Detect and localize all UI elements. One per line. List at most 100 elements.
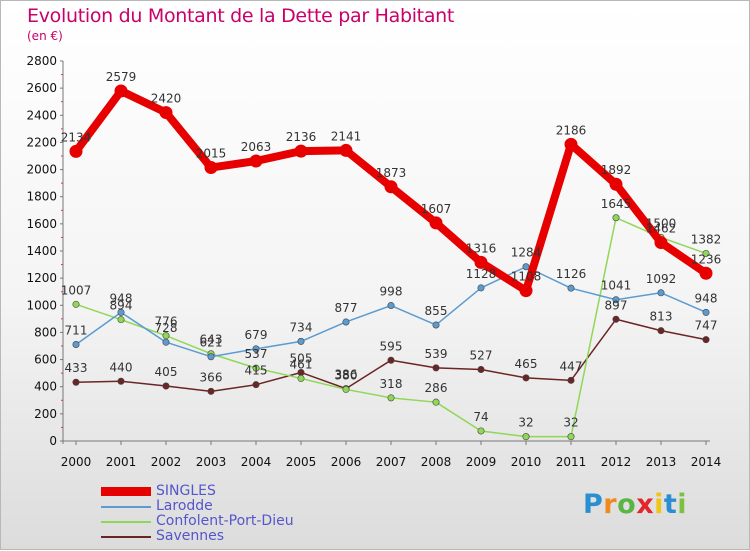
data-point-larodde (252, 345, 260, 353)
data-label-savennes: 386 (335, 368, 358, 382)
y-tick-label: 2600 (26, 81, 57, 95)
data-label-confolent-port-dieu: 74 (473, 410, 488, 424)
data-point-confolent-port-dieu (612, 214, 620, 222)
data-point-savennes (657, 327, 665, 335)
data-label-larodde: 1126 (556, 267, 587, 281)
data-label-savennes: 897 (605, 298, 628, 312)
data-point-larodde (162, 338, 170, 346)
data-label-confolent-port-dieu: 1645 (601, 197, 632, 211)
legend-label: SINGLES (156, 483, 216, 499)
data-label-larodde: 948 (110, 291, 133, 305)
data-point-singles (249, 154, 263, 168)
data-label-confolent-port-dieu: 318 (380, 377, 403, 391)
data-label-savennes: 747 (695, 319, 718, 333)
data-point-savennes (522, 374, 530, 382)
data-label-confolent-port-dieu: 1500 (646, 216, 677, 230)
data-label-savennes: 415 (245, 364, 268, 378)
data-label-larodde: 877 (335, 301, 358, 315)
y-tick-label: 800 (34, 325, 57, 339)
data-point-savennes (432, 364, 440, 372)
data-point-larodde (297, 337, 305, 345)
data-point-larodde (207, 353, 215, 361)
chart-subtitle: (en €) (27, 29, 63, 43)
data-point-confolent-port-dieu (567, 433, 575, 441)
data-label-confolent-port-dieu: 894 (110, 299, 133, 313)
data-label-confolent-port-dieu: 380 (335, 368, 358, 382)
data-point-larodde (117, 308, 125, 316)
data-point-savennes (612, 315, 620, 323)
legend-label: Confolent-Port-Dieu (156, 513, 294, 529)
data-label-larodde: 1128 (466, 267, 497, 281)
data-label-larodde: 621 (200, 336, 223, 350)
y-tick-label: 0 (49, 434, 57, 448)
data-point-larodde (567, 284, 575, 292)
data-label-larodde: 679 (245, 328, 268, 342)
y-tick-label: 1000 (26, 298, 57, 312)
data-point-singles (159, 106, 173, 120)
y-tick-label: 2200 (26, 135, 57, 149)
logo-letter: t (663, 489, 678, 520)
x-tick-label: 2001 (106, 455, 137, 469)
y-tick-label: 400 (34, 380, 57, 394)
data-point-confolent-port-dieu (117, 316, 125, 324)
data-point-larodde (702, 308, 710, 316)
data-point-singles (564, 137, 578, 151)
x-tick-label: 2007 (376, 455, 407, 469)
data-point-savennes (252, 381, 260, 389)
data-point-larodde (432, 321, 440, 329)
y-tick-label: 1800 (26, 190, 57, 204)
data-label-savennes: 465 (515, 357, 538, 371)
data-label-savennes: 447 (560, 359, 583, 373)
data-label-singles: 2134 (61, 130, 92, 144)
data-labels-layer: 2134 2579 2420 2015 2063 2136 2141 1873 1607 1316… (61, 70, 722, 430)
data-point-savennes (162, 382, 170, 390)
legend-label: Savennes (156, 528, 225, 544)
data-point-singles (294, 144, 308, 158)
y-tick-label: 2400 (26, 108, 57, 122)
data-label-confolent-port-dieu: 537 (245, 347, 268, 361)
data-label-singles: 2579 (106, 70, 137, 84)
data-label-savennes: 813 (650, 310, 673, 324)
x-tick-label: 2005 (286, 455, 317, 469)
x-tick-label: 2008 (421, 455, 452, 469)
data-label-singles: 1607 (421, 202, 452, 216)
data-label-singles: 1462 (646, 222, 677, 236)
data-label-larodde: 728 (155, 321, 178, 335)
y-tick-label: 2800 (26, 54, 57, 68)
data-label-savennes: 595 (380, 339, 403, 353)
data-label-confolent-port-dieu: 1007 (61, 283, 92, 297)
legend-swatch (101, 535, 151, 538)
x-tick-label: 2011 (556, 455, 587, 469)
data-label-confolent-port-dieu: 461 (290, 357, 313, 371)
data-point-singles (609, 177, 623, 191)
x-tick-label: 2006 (331, 455, 362, 469)
logo-letter: x (636, 489, 655, 520)
x-tick-label: 2000 (61, 455, 92, 469)
data-point-larodde (657, 289, 665, 297)
data-point-singles (699, 266, 713, 280)
y-tick-label: 600 (34, 353, 57, 367)
data-point-singles (204, 161, 218, 175)
data-point-larodde (72, 341, 80, 349)
data-label-larodde: 1284 (511, 246, 542, 260)
legend-swatch (101, 505, 151, 508)
x-tick-label: 2013 (646, 455, 677, 469)
x-tick-label: 2002 (151, 455, 182, 469)
data-label-larodde: 855 (425, 304, 448, 318)
data-label-singles: 2141 (331, 129, 362, 143)
legend-label: Larodde (156, 498, 213, 514)
data-label-larodde: 734 (290, 320, 313, 334)
data-point-larodde (477, 284, 485, 292)
data-label-confolent-port-dieu: 286 (425, 381, 448, 395)
data-label-singles: 2015 (196, 147, 227, 161)
y-tick-label: 1200 (26, 271, 57, 285)
data-label-savennes: 366 (200, 370, 223, 384)
data-label-singles: 1873 (376, 166, 407, 180)
data-label-larodde: 1041 (601, 279, 632, 293)
data-label-singles: 1236 (691, 252, 722, 266)
data-label-singles: 2136 (286, 130, 317, 144)
data-label-singles: 2420 (151, 92, 182, 106)
data-point-singles (69, 144, 83, 158)
